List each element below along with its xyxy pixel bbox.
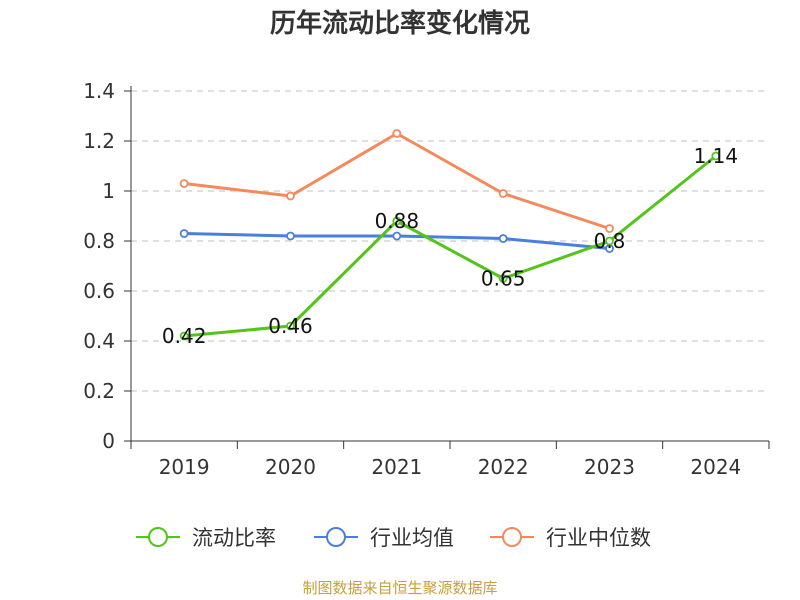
data-label: 0.46	[268, 314, 313, 338]
data-label: 0.42	[162, 324, 207, 348]
x-tick-label: 2019	[159, 455, 210, 479]
x-tick-label: 2024	[690, 455, 741, 479]
data-point	[498, 234, 508, 243]
data-label: 0.88	[375, 209, 420, 233]
y-tick-label: 0.4	[83, 329, 115, 353]
data-point	[711, 151, 721, 161]
legend: 流动比率 行业均值 行业中位数	[136, 526, 651, 550]
legend-label: 行业均值	[370, 526, 454, 550]
data-point	[286, 231, 295, 241]
data-label: 0.65	[481, 267, 526, 291]
data-point	[179, 331, 189, 341]
x-tick-label: 2023	[584, 455, 635, 479]
legend-marker	[326, 527, 346, 547]
x-tick-label: 2022	[478, 455, 529, 479]
data-point	[498, 189, 508, 198]
data-point	[179, 229, 189, 238]
legend-marker	[148, 527, 168, 547]
y-tick-label: 1.4	[83, 79, 115, 103]
x-tick-label: 2020	[265, 455, 316, 479]
data-labels: 0.42 0.46 0.88 0.65 0.8 1.14	[162, 144, 738, 348]
legend-marker	[502, 527, 522, 547]
series-lines	[179, 129, 721, 341]
data-point	[605, 236, 614, 246]
data-label: 1.14	[694, 144, 739, 168]
y-tick-label: 0.2	[83, 379, 115, 403]
data-point	[179, 179, 189, 188]
axes: 0 0.2 0.4 0.6 0.8 1 1.2 1.4 2019 2020 2021 2022 2023…	[83, 79, 770, 479]
source-note: 制图数据来自恒生聚源数据库	[302, 579, 498, 597]
y-tick-label: 1	[102, 179, 115, 203]
legend-label: 流动比率	[192, 526, 276, 550]
x-tick-label: 2021	[371, 455, 422, 479]
data-point	[392, 129, 402, 138]
series-line	[184, 154, 717, 338]
grid-lines	[131, 90, 769, 392]
data-point	[605, 224, 614, 233]
chart-title: 历年流动比率变化情况	[269, 9, 530, 39]
data-label: 0.8	[594, 229, 626, 253]
y-tick-label: 0.6	[83, 279, 115, 303]
data-point	[286, 191, 295, 201]
y-tick-label: 1.2	[83, 129, 115, 153]
y-tick-label: 0	[102, 429, 115, 453]
data-point	[392, 231, 402, 241]
data-point	[392, 216, 402, 226]
legend-label: 行业中位数	[546, 526, 651, 550]
data-point	[286, 321, 295, 331]
y-tick-label: 0.8	[83, 229, 115, 253]
data-point	[498, 274, 508, 283]
